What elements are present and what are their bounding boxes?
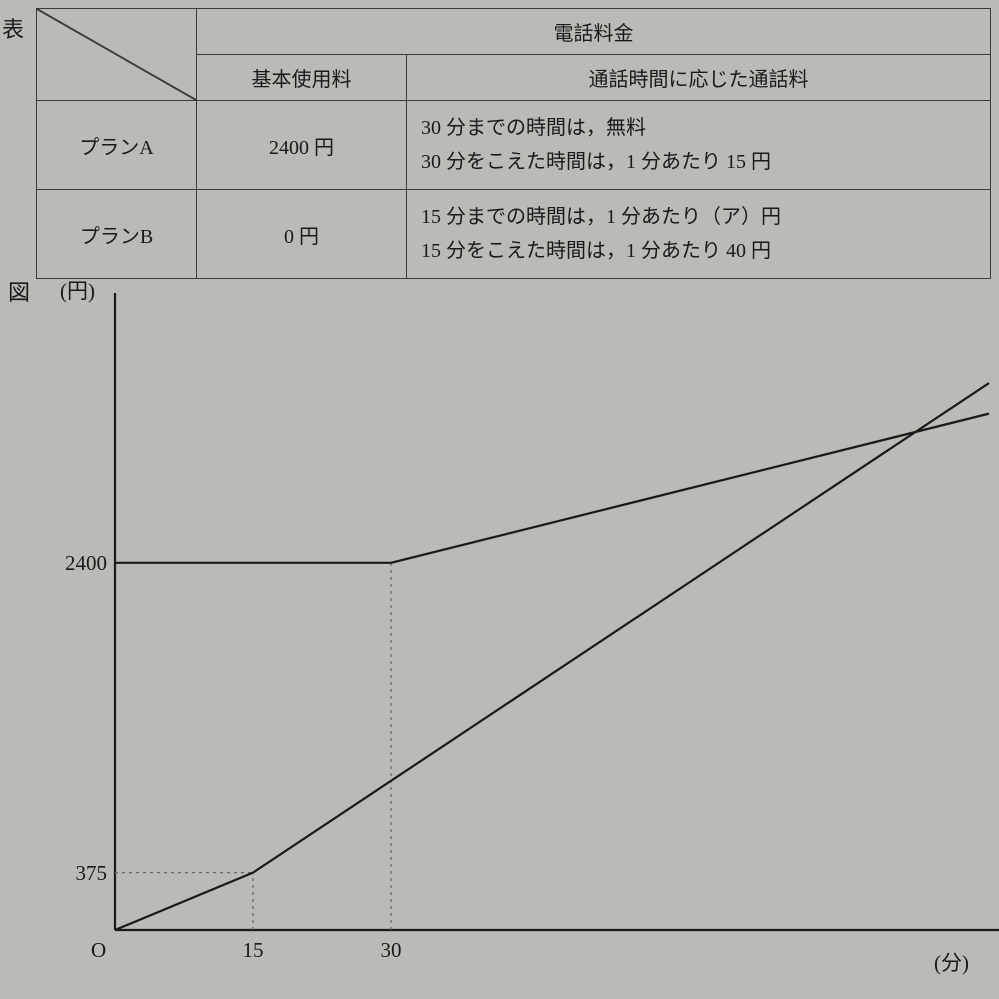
desc-line: 30 分までの時間は，無料 [421, 111, 976, 145]
rate-desc: 15 分までの時間は，1 分あたり（ア）円 15 分をこえた時間は，1 分あたり… [407, 190, 991, 279]
plan-name: プランA [37, 101, 197, 190]
table-row: プランB 0 円 15 分までの時間は，1 分あたり（ア）円 15 分をこえた時… [37, 190, 991, 279]
desc-line: 15 分をこえた時間は，1 分あたり 40 円 [421, 234, 976, 268]
y-tick-label: 2400 [47, 551, 107, 576]
x-tick-label: 30 [371, 938, 411, 963]
plan-name: プランB [37, 190, 197, 279]
y-tick-label: 375 [47, 861, 107, 886]
pricing-table: 電話料金 基本使用料 通話時間に応じた通話料 プランA 2400 円 30 分ま… [36, 8, 991, 279]
chart-svg [0, 275, 999, 995]
header-base-fee: 基本使用料 [197, 55, 407, 101]
origin-label: O [91, 938, 106, 963]
desc-line: 30 分をこえた時間は，1 分あたり 15 円 [421, 145, 976, 179]
diagonal-cell [37, 9, 197, 101]
base-fee: 2400 円 [197, 101, 407, 190]
header-main: 電話料金 [197, 9, 991, 55]
x-tick-label: 15 [233, 938, 273, 963]
table-label: 表 [0, 8, 36, 44]
x-axis-unit: (分) [934, 947, 969, 977]
desc-line: 15 分までの時間は，1 分あたり（ア）円 [421, 200, 976, 234]
table-row: プランA 2400 円 30 分までの時間は，無料 30 分をこえた時間は，1 … [37, 101, 991, 190]
rate-desc: 30 分までの時間は，無料 30 分をこえた時間は，1 分あたり 15 円 [407, 101, 991, 190]
base-fee: 0 円 [197, 190, 407, 279]
header-rate: 通話時間に応じた通話料 [407, 55, 991, 101]
